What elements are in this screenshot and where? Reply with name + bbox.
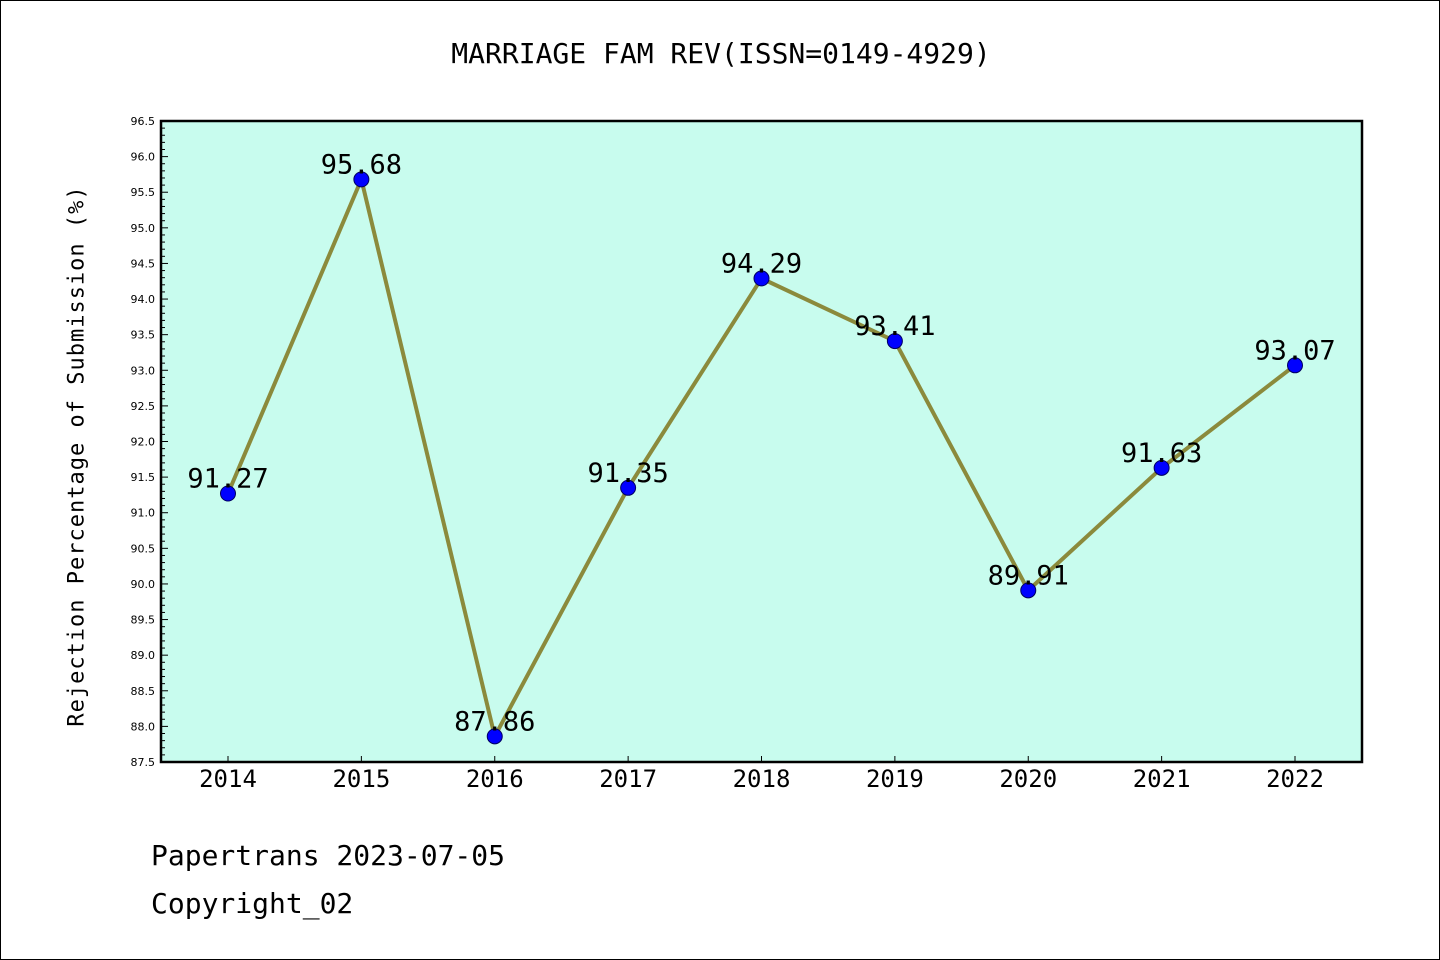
y-tick-label: 88.5 — [131, 685, 156, 698]
y-tick-label: 87.5 — [131, 756, 156, 769]
x-tick-label: 2020 — [999, 765, 1057, 793]
y-tick-label: 96.0 — [131, 151, 156, 164]
data-point — [486, 728, 503, 745]
y-tick-label: 92.5 — [131, 400, 156, 413]
y-tick-label: 93.5 — [131, 329, 156, 342]
data-point — [620, 479, 637, 496]
data-point — [1020, 582, 1037, 599]
y-tick-label: 90.0 — [131, 578, 156, 591]
footer-date: Papertrans 2023-07-05 — [151, 839, 506, 872]
data-point — [1287, 357, 1303, 374]
data-point — [220, 485, 236, 502]
data-label: 93.41 — [854, 311, 935, 342]
x-tick-label: 2015 — [332, 765, 390, 793]
footer-copyright: Copyright_02 — [151, 887, 354, 920]
x-tick-label: 2019 — [866, 765, 924, 793]
data-label: 91.35 — [587, 458, 668, 489]
x-tick-label: 2022 — [1266, 765, 1324, 793]
data-label: 87.86 — [454, 706, 535, 737]
y-tick-label: 88.0 — [131, 720, 156, 733]
y-tick-label: 94.5 — [131, 257, 156, 270]
y-tick-label: 95.0 — [131, 222, 156, 235]
plot-frame — [159, 119, 1364, 764]
data-point — [1153, 459, 1170, 476]
y-tick-label: 89.5 — [131, 614, 156, 627]
data-label: 94.29 — [721, 248, 802, 279]
data-label: 89.91 — [988, 560, 1069, 591]
y-tick-label: 90.5 — [131, 542, 156, 555]
x-tick-label: 2018 — [733, 765, 791, 793]
data-point — [753, 270, 770, 287]
data-label: 93.07 — [1254, 335, 1335, 366]
data-label: 91.27 — [187, 463, 268, 494]
data-label: 91.63 — [1121, 438, 1202, 469]
x-tick-label: 2016 — [466, 765, 524, 793]
y-tick-label: 95.5 — [131, 186, 156, 199]
y-tick-label: 93.0 — [131, 364, 156, 377]
x-tick-label: 2014 — [199, 765, 257, 793]
data-label: 95.68 — [321, 149, 402, 180]
data-point — [353, 171, 370, 188]
y-tick-label: 89.0 — [131, 649, 156, 662]
plot-area — [161, 121, 1362, 762]
x-tick-label: 2017 — [599, 765, 657, 793]
y-tick-label: 91.0 — [131, 507, 156, 520]
data-point — [886, 333, 903, 350]
chart-title: MARRIAGE FAM REV(ISSN=0149-4929) — [451, 37, 991, 70]
x-tick-label: 2021 — [1133, 765, 1191, 793]
y-tick-label: 96.5 — [131, 115, 156, 128]
y-tick-label: 94.0 — [131, 293, 156, 306]
y-tick-label: 92.0 — [131, 436, 156, 449]
y-tick-label: 91.5 — [131, 471, 156, 484]
